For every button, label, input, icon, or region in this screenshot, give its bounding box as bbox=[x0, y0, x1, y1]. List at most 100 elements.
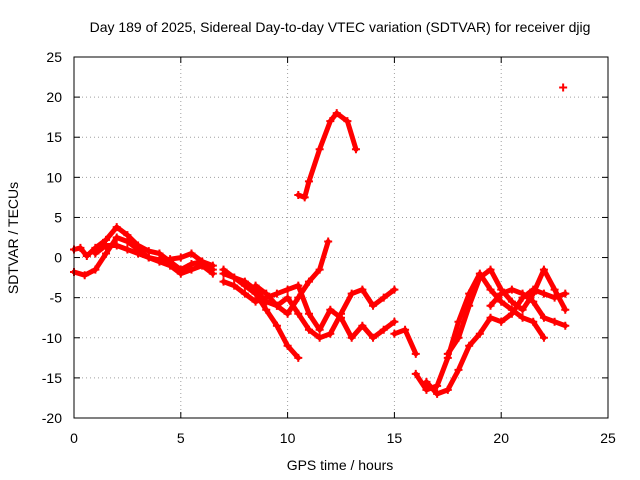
data-point bbox=[112, 223, 121, 232]
data-point bbox=[433, 381, 442, 390]
data-point bbox=[443, 349, 452, 358]
data-point bbox=[411, 369, 420, 378]
data-point bbox=[454, 333, 463, 342]
data-point bbox=[251, 297, 260, 306]
x-tick-label: 5 bbox=[177, 430, 185, 446]
data-point bbox=[198, 257, 207, 266]
data-point bbox=[518, 313, 527, 322]
data-point bbox=[358, 285, 367, 294]
data-point bbox=[475, 273, 484, 282]
y-axis-label: SDTVAR / TECUs bbox=[5, 182, 21, 294]
data-point bbox=[315, 333, 324, 342]
data-point bbox=[326, 305, 335, 314]
data-point bbox=[358, 321, 367, 330]
data-point bbox=[283, 285, 292, 294]
x-tick-label: 15 bbox=[387, 430, 403, 446]
data-point bbox=[550, 285, 559, 294]
chart-title: Day 189 of 2025, Sidereal Day-to-day VTE… bbox=[90, 19, 591, 35]
series-track-7 bbox=[251, 281, 399, 342]
data-point bbox=[433, 389, 442, 398]
data-point bbox=[155, 255, 164, 264]
data-point bbox=[539, 265, 548, 274]
series-track-9 bbox=[390, 325, 420, 358]
data-point bbox=[82, 251, 91, 260]
data-point bbox=[539, 333, 548, 342]
data-point bbox=[401, 325, 410, 334]
data-point bbox=[369, 301, 378, 310]
data-point bbox=[102, 249, 111, 258]
data-point bbox=[465, 341, 474, 350]
data-point bbox=[379, 293, 388, 302]
data-point bbox=[486, 301, 495, 310]
data-point bbox=[379, 325, 388, 334]
data-point bbox=[283, 309, 292, 318]
data-point bbox=[240, 277, 249, 286]
x-tick-label: 0 bbox=[70, 430, 78, 446]
data-point bbox=[518, 289, 527, 298]
data-point bbox=[324, 237, 333, 246]
data-point bbox=[390, 329, 399, 338]
data-point bbox=[561, 305, 570, 314]
data-point bbox=[123, 245, 132, 254]
data-point bbox=[465, 301, 474, 310]
data-point bbox=[369, 333, 378, 342]
data-point bbox=[219, 277, 228, 286]
data-point bbox=[486, 313, 495, 322]
data-point bbox=[486, 265, 495, 274]
data-point bbox=[486, 285, 495, 294]
data-point bbox=[219, 269, 228, 278]
data-point bbox=[230, 281, 239, 290]
x-tick-label: 20 bbox=[493, 430, 509, 446]
grid bbox=[74, 57, 608, 418]
data-point bbox=[102, 241, 111, 250]
x-axis-label: GPS time / hours bbox=[287, 457, 394, 473]
series-line bbox=[445, 267, 568, 357]
data-point bbox=[187, 249, 196, 258]
data-point bbox=[187, 265, 196, 274]
data-point bbox=[332, 109, 341, 118]
data-point bbox=[507, 309, 516, 318]
data-point bbox=[294, 353, 303, 362]
data-point bbox=[272, 289, 281, 298]
data-point bbox=[300, 193, 309, 202]
data-point bbox=[80, 271, 89, 280]
data-point bbox=[240, 289, 249, 298]
y-tick-label: -5 bbox=[50, 290, 63, 306]
data-point bbox=[76, 243, 85, 252]
y-tick-label: 5 bbox=[54, 209, 62, 225]
data-point bbox=[497, 297, 506, 306]
data-point bbox=[112, 233, 121, 242]
data-point bbox=[411, 349, 420, 358]
data-point bbox=[304, 325, 313, 334]
data-point bbox=[294, 281, 303, 290]
data-point bbox=[529, 317, 538, 326]
data-point bbox=[134, 249, 143, 258]
data-point bbox=[529, 297, 538, 306]
data-point bbox=[230, 273, 239, 282]
data-point bbox=[326, 329, 335, 338]
y-tick-label: -15 bbox=[42, 370, 62, 386]
data-point bbox=[272, 301, 281, 310]
x-tick-label: 25 bbox=[600, 430, 616, 446]
y-tick-labels: -20 -15 -10 -5 0 5 10 15 20 25 bbox=[42, 49, 62, 426]
data-point bbox=[283, 341, 292, 350]
data-point bbox=[283, 293, 292, 302]
data-point bbox=[454, 317, 463, 326]
data-point bbox=[343, 117, 352, 126]
y-tick-label: 20 bbox=[46, 89, 62, 105]
data-point bbox=[91, 265, 100, 274]
data-point bbox=[251, 281, 260, 290]
data-point bbox=[304, 309, 313, 318]
data-point bbox=[262, 305, 271, 314]
data-point bbox=[539, 313, 548, 322]
data-point bbox=[559, 83, 568, 92]
y-tick-label: -10 bbox=[42, 330, 62, 346]
data-point bbox=[112, 241, 121, 250]
data-point bbox=[454, 365, 463, 374]
axis-ticks bbox=[73, 56, 609, 419]
y-tick-label: 25 bbox=[46, 49, 62, 65]
data-point bbox=[347, 333, 356, 342]
data-point bbox=[507, 285, 516, 294]
series-track-13 bbox=[486, 285, 570, 330]
data-point bbox=[326, 117, 335, 126]
